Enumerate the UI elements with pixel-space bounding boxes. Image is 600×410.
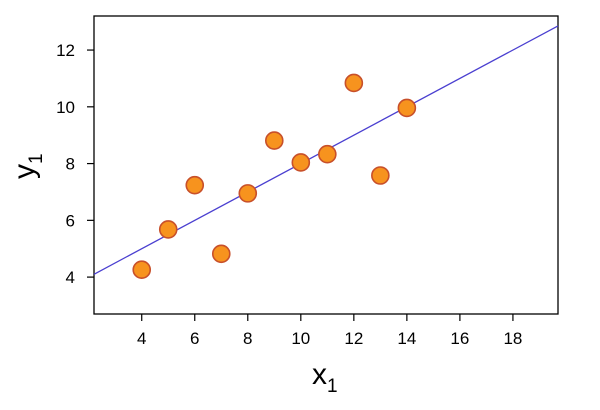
x-axis-ticks: 4 6 8 10 12 14 16 18	[137, 314, 522, 348]
plot-frame	[93, 15, 559, 315]
data-point	[318, 144, 337, 164]
x-tick-label: 4	[137, 329, 146, 348]
data-point	[397, 98, 417, 118]
x-tick-label: 18	[503, 329, 522, 348]
data-point	[238, 184, 258, 203]
y-axis-title: y1	[8, 153, 47, 179]
data-point	[185, 175, 205, 195]
x-axis-title-sub: 1	[327, 376, 338, 397]
x-tick-label: 8	[243, 329, 252, 348]
y-tick-label: 12	[56, 41, 75, 60]
y-axis-title-main: y	[8, 164, 41, 179]
y-tick-label: 4	[66, 268, 75, 287]
data-point	[211, 244, 231, 264]
x-axis-title-main: x	[312, 358, 327, 391]
x-tick-label: 14	[397, 329, 416, 348]
data-point	[158, 220, 178, 239]
y-tick-label: 10	[56, 98, 75, 117]
data-point	[264, 131, 284, 150]
y-axis-title-sub: 1	[26, 153, 47, 164]
x-tick-label: 6	[190, 329, 199, 348]
x-tick-label: 12	[344, 329, 363, 348]
data-point	[132, 260, 152, 280]
data-point	[291, 153, 311, 172]
x-tick-label: 10	[291, 329, 310, 348]
y-axis-ticks: 4 6 8 10 12	[56, 41, 94, 287]
y-tick-label: 6	[66, 211, 75, 230]
x-axis-title: x1	[312, 358, 338, 397]
data-point	[371, 166, 390, 185]
data-points	[132, 73, 417, 280]
y-tick-label: 8	[66, 155, 75, 174]
data-point	[344, 73, 364, 93]
x-tick-label: 16	[450, 329, 469, 348]
